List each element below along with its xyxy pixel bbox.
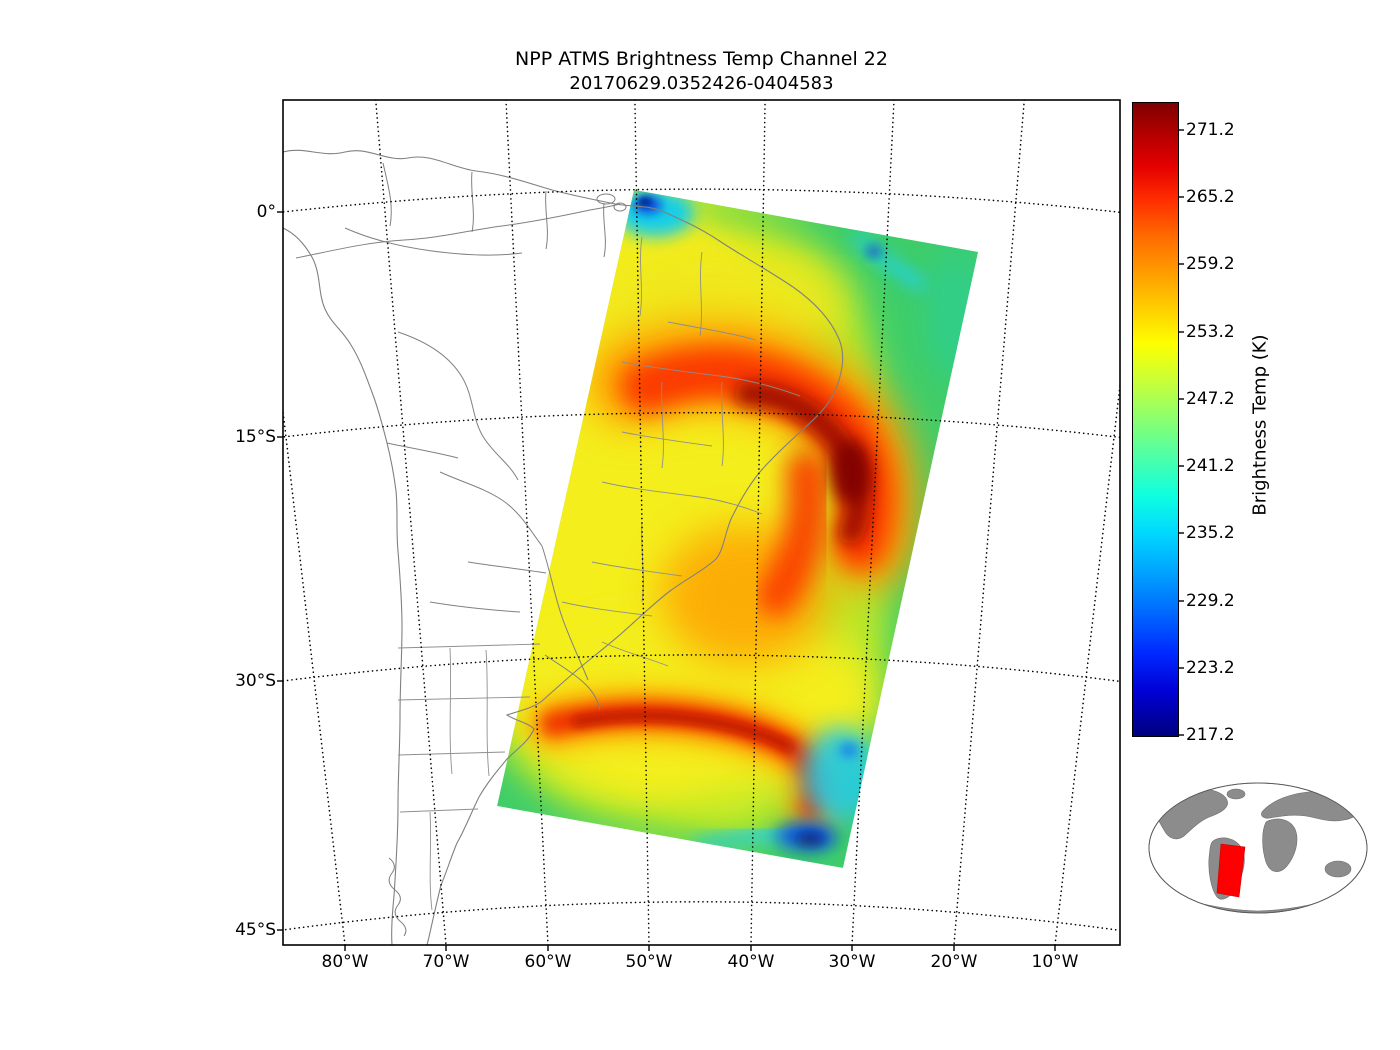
colorbar-label: Brightness Temp (K) bbox=[1249, 334, 1271, 516]
amazon-delta-island bbox=[596, 193, 616, 205]
chile-fjords bbox=[388, 857, 407, 937]
lat-label-30s: 30°S bbox=[235, 671, 276, 691]
lon-label-50w: 50°W bbox=[625, 952, 673, 972]
meridian-70w bbox=[374, 100, 447, 945]
colorbar bbox=[1132, 102, 1179, 737]
amazon-delta-island bbox=[613, 202, 627, 212]
colorbar-tick: 235.2 bbox=[1186, 523, 1235, 543]
axis-ticks bbox=[277, 211, 1056, 951]
inset-swath-footprint bbox=[1216, 843, 1246, 898]
lat-label-15s: 15°S bbox=[235, 427, 276, 447]
graticule bbox=[283, 100, 1120, 945]
plot-frame bbox=[282, 99, 1121, 946]
lon-label-20w: 20°W bbox=[930, 952, 978, 972]
lon-label-80w: 80°W bbox=[321, 952, 369, 972]
colorbar-ticks-marks bbox=[1178, 129, 1184, 736]
inset-australia bbox=[1324, 860, 1352, 878]
lat-label-45s: 45°S bbox=[235, 920, 276, 940]
coastline-east bbox=[283, 149, 844, 945]
coastlines-borders bbox=[283, 149, 844, 945]
colorbar-tick: 271.2 bbox=[1186, 120, 1235, 140]
meridian-60w bbox=[505, 100, 549, 945]
colorbar-tick: 265.2 bbox=[1186, 187, 1235, 207]
meridian-30w bbox=[851, 100, 895, 945]
inset-africa bbox=[1262, 818, 1298, 872]
colorbar-tick: 241.2 bbox=[1186, 456, 1235, 476]
meridian-50w bbox=[634, 100, 650, 945]
lon-label-70w: 70°W bbox=[422, 952, 470, 972]
lat-label-0: 0° bbox=[256, 202, 276, 222]
colorbar-tick: 253.2 bbox=[1186, 322, 1235, 342]
colorbar-tick: 223.2 bbox=[1186, 658, 1235, 678]
colorbar-tick: 259.2 bbox=[1186, 254, 1235, 274]
meridian-40w bbox=[750, 100, 766, 945]
river-amazon bbox=[295, 203, 621, 259]
inset-greenland bbox=[1226, 788, 1246, 800]
coastline-west bbox=[283, 227, 403, 945]
lon-label-40w: 40°W bbox=[727, 952, 775, 972]
lon-label-60w: 60°W bbox=[524, 952, 572, 972]
meridian-80w bbox=[283, 404, 346, 945]
lon-label-10w: 10°W bbox=[1031, 952, 1079, 972]
colorbar-tick: 247.2 bbox=[1186, 389, 1235, 409]
colorbar-tick: 217.2 bbox=[1186, 725, 1235, 745]
plot-title: NPP ATMS Brightness Temp Channel 22 bbox=[515, 48, 888, 70]
lon-label-30w: 30°W bbox=[828, 952, 876, 972]
country-borders bbox=[344, 162, 606, 711]
colorbar-tick: 229.2 bbox=[1186, 591, 1235, 611]
meridian-20w bbox=[953, 100, 1026, 945]
satellite-swath bbox=[497, 190, 978, 868]
state-borders bbox=[561, 236, 801, 667]
plot-subtitle: 20170629.0352426-0404583 bbox=[569, 73, 834, 94]
inset-globe bbox=[1148, 782, 1368, 914]
